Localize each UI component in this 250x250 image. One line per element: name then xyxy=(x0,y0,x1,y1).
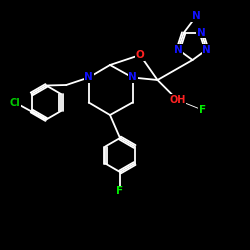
Text: O: O xyxy=(136,50,144,60)
Text: N: N xyxy=(197,28,206,38)
Text: F: F xyxy=(116,186,123,196)
Text: F: F xyxy=(199,105,206,115)
Text: Cl: Cl xyxy=(10,98,20,108)
Text: N: N xyxy=(202,45,211,55)
Text: N: N xyxy=(174,45,182,55)
Text: N: N xyxy=(192,11,200,21)
Text: N: N xyxy=(128,72,137,83)
Text: N: N xyxy=(84,72,93,83)
Text: OH: OH xyxy=(169,95,186,105)
